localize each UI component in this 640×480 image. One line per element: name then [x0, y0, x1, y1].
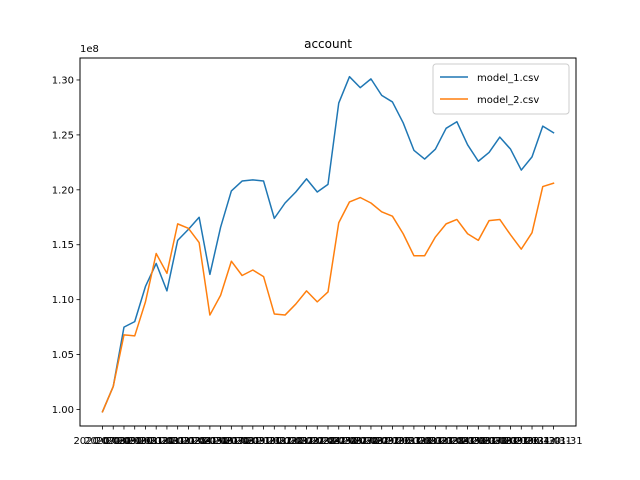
y-tick-label: 1.10: [52, 295, 74, 306]
x-tick-label: 2021-04-30: [170, 436, 228, 447]
y-tick-label: 1.25: [52, 130, 74, 141]
x-tick-label: 2022-07-31: [331, 436, 389, 447]
y-tick-label: 1.20: [52, 185, 74, 196]
x-tick-label: 2022-12-31: [385, 436, 443, 447]
chart-title: account: [304, 37, 352, 51]
x-tick-label: 2020-12-31: [127, 436, 185, 447]
legend-entry: model_2.csv: [477, 95, 539, 106]
axes-frame: [79, 57, 577, 427]
x-tick-label: 2021-02-28: [149, 436, 207, 447]
y-tick-label: 1.30: [52, 75, 74, 86]
x-tick-label: 2022-03-31: [288, 436, 346, 447]
x-tick-label: 2022-05-31: [310, 436, 368, 447]
x-tick-label: 2023-10-31: [492, 436, 550, 447]
x-tick-label: 2023-05-31: [439, 436, 497, 447]
x-tick-label: 2022-09-30: [353, 436, 411, 447]
x-tick-label: 2023-04-30: [428, 436, 486, 447]
x-tick-label: 2020-07-31: [73, 436, 131, 447]
x-tick-label: 2020-08-31: [84, 436, 142, 447]
legend-entry: model_1.csv: [477, 73, 539, 84]
x-tick-label: 2022-06-30: [320, 436, 378, 447]
x-tick-label: 2023-01-31: [396, 436, 454, 447]
plot-area: 1.001.051.101.151.201.251.302020-07-3120…: [52, 75, 583, 447]
x-tick-label: 2021-12-31: [256, 436, 314, 447]
x-tick-label: 2021-01-31: [138, 436, 196, 447]
x-tick-label: 2023-08-31: [471, 436, 529, 447]
x-tick-label: 2021-08-31: [213, 436, 271, 447]
x-tick-label: 2021-11-30: [245, 436, 303, 447]
x-tick-label: 2022-04-30: [299, 436, 357, 447]
x-tick-label: 2021-05-31: [181, 436, 239, 447]
legend-box: [432, 63, 570, 115]
y-offset-label: 1e8: [80, 44, 99, 55]
x-tick-label: 2022-02-28: [277, 436, 335, 447]
x-tick-label: 2020-11-30: [116, 436, 174, 447]
x-tick-label: 2021-07-31: [202, 436, 260, 447]
legend: model_1.csv model_2.csv: [432, 63, 570, 115]
y-tick-label: 1.05: [52, 350, 74, 361]
x-tick-label: 2023-02-28: [406, 436, 464, 447]
x-tick-label: 2022-01-31: [267, 436, 325, 447]
x-tick-label: 2023-03-31: [417, 436, 475, 447]
x-tick-label: 2023-06-30: [449, 436, 507, 447]
x-tick-label: 2021-10-31: [235, 436, 293, 447]
x-tick-label: 2021-03-31: [159, 436, 217, 447]
x-tick-label: 2023-12-31: [514, 436, 572, 447]
y-tick-label: 1.15: [52, 240, 74, 251]
x-tick-label: 2021-09-30: [224, 436, 282, 447]
x-tick-label: 2022-08-31: [342, 436, 400, 447]
x-tick-label: 2024-01-31: [524, 436, 582, 447]
x-tick-label: 2021-06-30: [192, 436, 250, 447]
y-tick-label: 1.00: [52, 405, 74, 416]
x-tick-label: 2020-09-30: [95, 436, 153, 447]
x-tick-label: 2023-07-31: [460, 436, 518, 447]
x-tick-label: 2022-10-31: [363, 436, 421, 447]
x-tick-label: 2023-11-30: [503, 436, 561, 447]
series-line-2: [101, 182, 555, 413]
series-line-1: [101, 75, 555, 413]
x-tick-label: 2023-09-30: [481, 436, 539, 447]
x-tick-label: 2020-10-31: [106, 436, 164, 447]
x-tick-label: 2022-11-30: [374, 436, 432, 447]
